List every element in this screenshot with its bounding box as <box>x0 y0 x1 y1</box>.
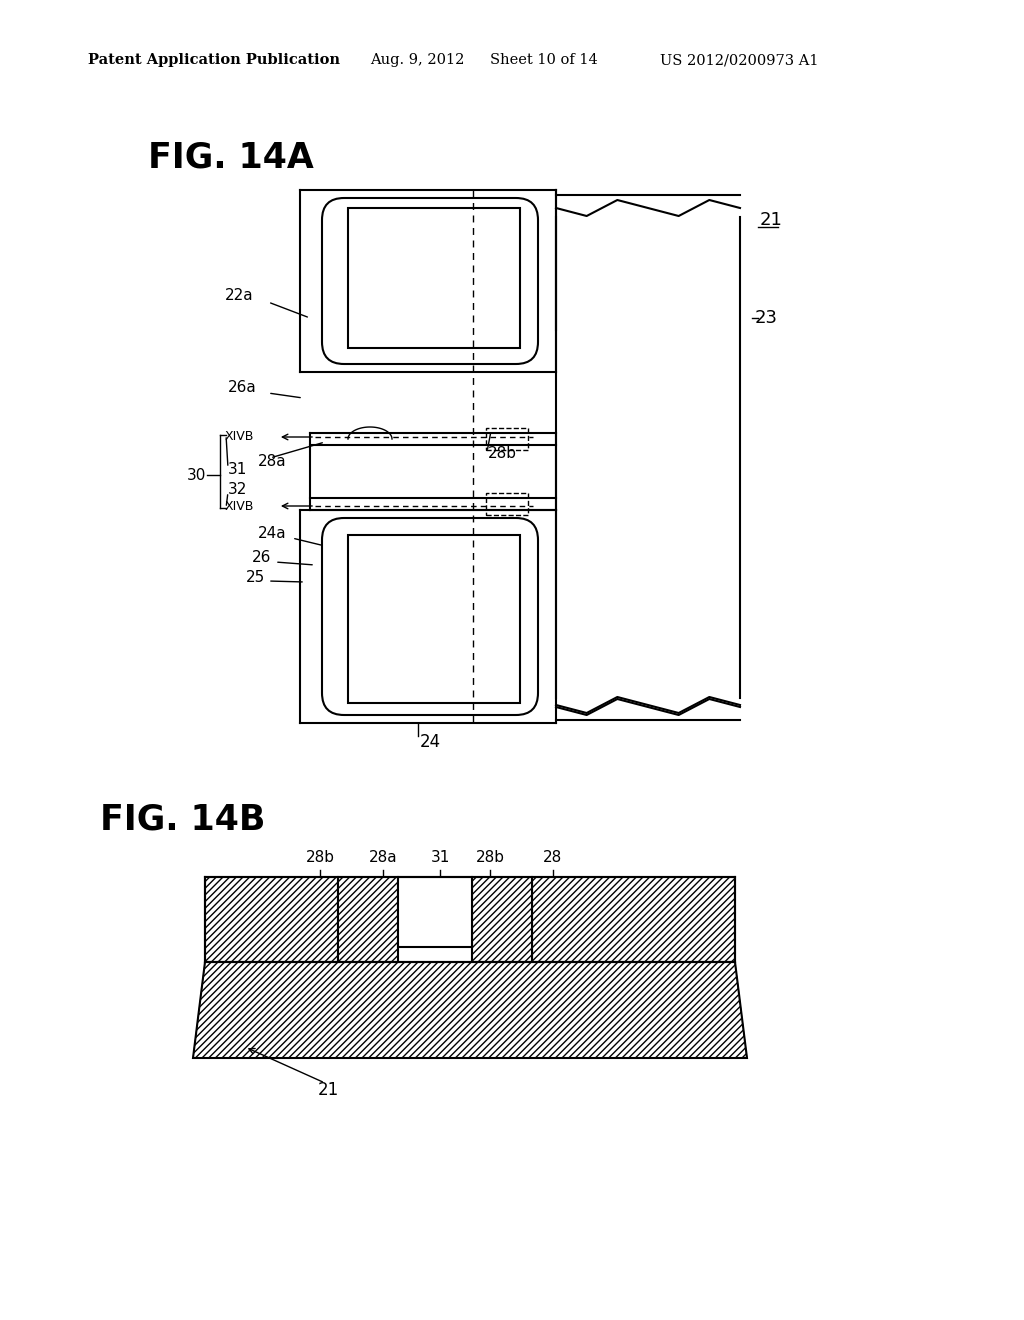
Bar <box>486 428 528 450</box>
Polygon shape <box>205 876 338 962</box>
Text: Sheet 10 of 14: Sheet 10 of 14 <box>490 53 598 67</box>
Text: 24: 24 <box>420 733 440 751</box>
Text: 26a: 26a <box>228 380 257 396</box>
Text: 21: 21 <box>760 211 783 228</box>
Text: 31: 31 <box>228 462 248 478</box>
Text: 28a: 28a <box>369 850 397 865</box>
Polygon shape <box>398 876 472 946</box>
Text: FIG. 14B: FIG. 14B <box>100 803 265 837</box>
Text: 28b: 28b <box>475 850 505 865</box>
Text: US 2012/0200973 A1: US 2012/0200973 A1 <box>660 53 818 67</box>
Text: 25: 25 <box>246 570 265 586</box>
Text: FIG. 14A: FIG. 14A <box>148 141 313 176</box>
Bar <box>486 492 528 515</box>
Text: 32: 32 <box>228 483 248 498</box>
Text: 28a: 28a <box>258 454 287 469</box>
Text: 22a: 22a <box>225 288 254 302</box>
Bar <box>348 535 520 704</box>
Text: 24a: 24a <box>258 525 287 540</box>
Text: Aug. 9, 2012: Aug. 9, 2012 <box>370 53 464 67</box>
Text: XIVB: XIVB <box>225 499 254 512</box>
Text: 26: 26 <box>252 550 271 565</box>
Text: 28: 28 <box>544 850 562 865</box>
Text: 23: 23 <box>755 309 778 327</box>
Text: 31: 31 <box>430 850 450 865</box>
Polygon shape <box>338 876 398 962</box>
Polygon shape <box>472 876 532 962</box>
Bar <box>348 209 520 348</box>
Text: 28b: 28b <box>488 446 517 462</box>
Text: XIVB: XIVB <box>225 430 254 444</box>
Text: 30: 30 <box>187 467 207 483</box>
Text: Patent Application Publication: Patent Application Publication <box>88 53 340 67</box>
Text: 28b: 28b <box>305 850 335 865</box>
Text: 21: 21 <box>318 1081 339 1100</box>
Polygon shape <box>532 876 735 962</box>
Polygon shape <box>193 962 746 1059</box>
